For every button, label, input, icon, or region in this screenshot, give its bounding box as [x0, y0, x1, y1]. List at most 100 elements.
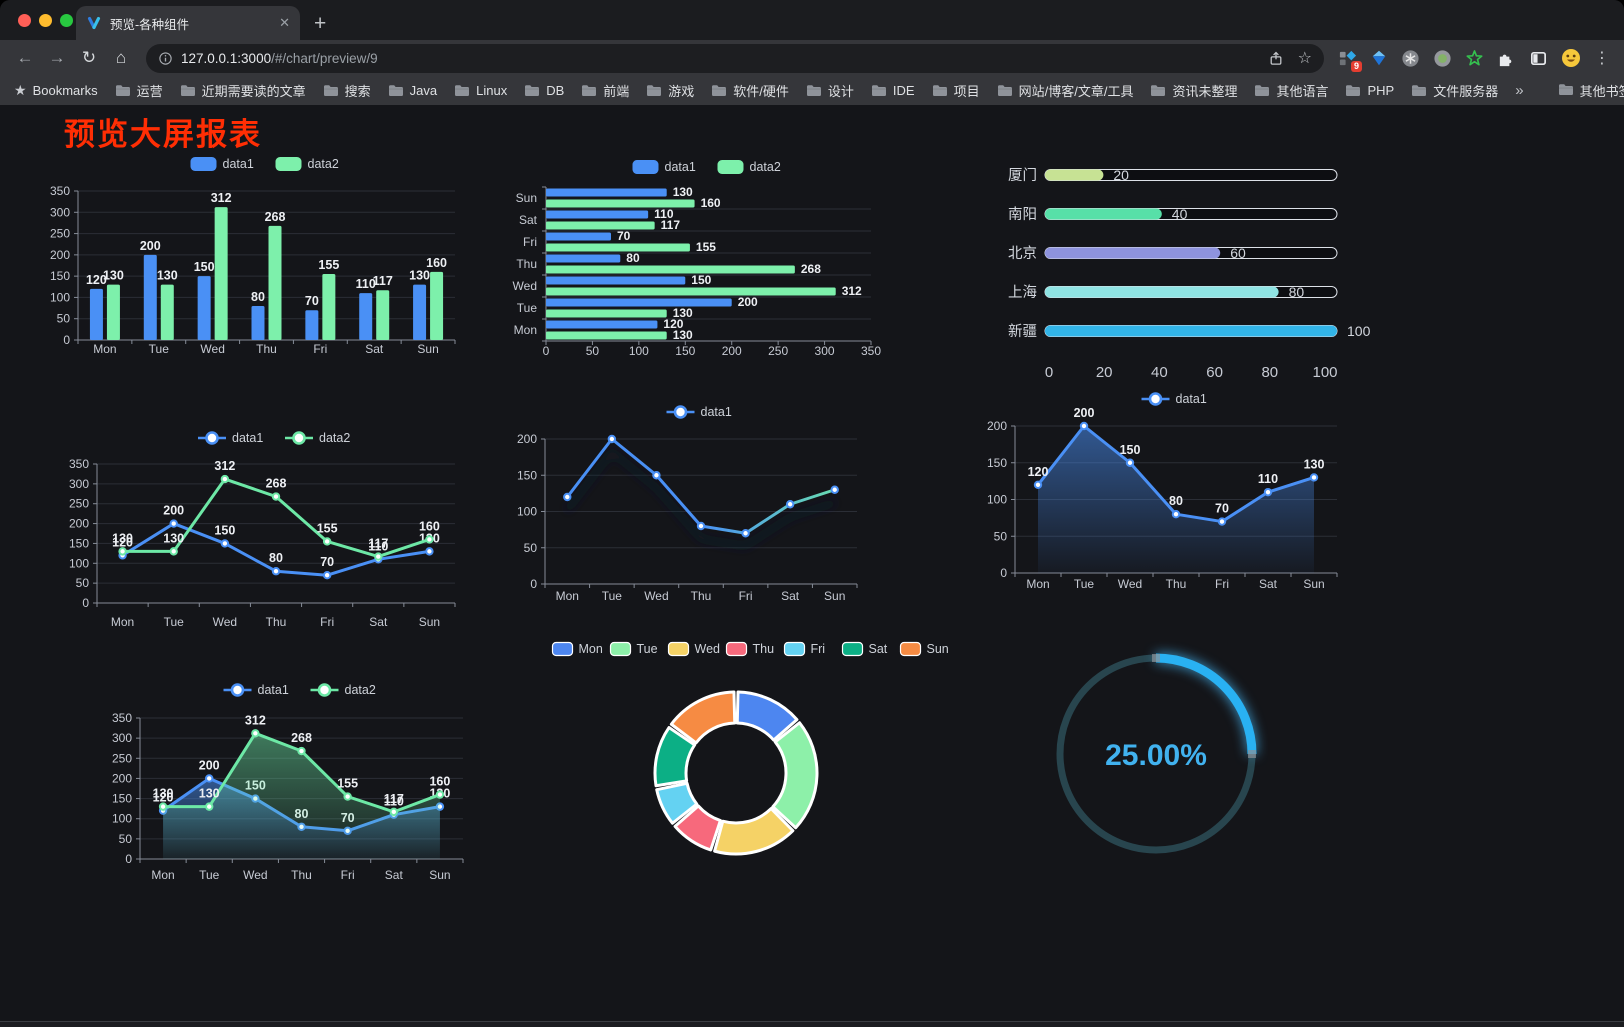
bookmark-label: 运营 [136, 84, 163, 99]
address-bar[interactable]: 127.0.0.1:3000/#/chart/preview/9 ☆ [146, 43, 1324, 73]
bar-chart-horizontal[interactable]: 0 50 100 150 200 250 300 350 Mon 120 130 Tue 200 130 W… [498, 149, 908, 425]
bookmark-folder[interactable]: Linux [454, 83, 507, 98]
bookmark-folder[interactable]: 近期需要读的文章 [180, 81, 306, 100]
bookmark-folder[interactable]: DB [524, 83, 564, 98]
bookmark-label: 软件/硬件 [733, 84, 789, 99]
svg-text:data1: data1 [1176, 392, 1207, 406]
bookmark-folder[interactable]: 搜索 [323, 81, 371, 100]
area-chart-two-series[interactable]: 0 50 100 150 200 250 300 350 Mon Tue Wed Thu Fri Sat S… [96, 677, 526, 997]
svg-text:Tue: Tue [164, 615, 185, 629]
svg-text:Fri: Fri [1215, 577, 1229, 591]
extension-green-star-icon[interactable] [1465, 49, 1484, 68]
extension-badge: 9 [1350, 60, 1362, 72]
svg-text:Thu: Thu [691, 589, 712, 603]
gauge-chart[interactable]: 25.00% [1046, 641, 1268, 867]
svg-text:Thu: Thu [753, 642, 775, 656]
bookmarks-overflow-chevron[interactable]: » [1515, 82, 1524, 99]
profile-avatar[interactable] [1561, 48, 1581, 68]
close-window-button[interactable] [18, 14, 31, 27]
site-info-icon[interactable] [158, 51, 173, 66]
folder-icon [455, 85, 470, 96]
svg-text:80: 80 [1169, 494, 1183, 508]
bookmark-label: 搜索 [344, 84, 371, 99]
bookmarks-root[interactable]: ★ Bookmarks [14, 82, 98, 99]
area-one-canvas: 0 50 100 150 200 Mon Tue Wed Thu Fri Sat Sun 120 200 1… [987, 392, 1338, 591]
svg-text:300: 300 [50, 205, 70, 219]
bookmark-folder[interactable]: 运营 [115, 81, 163, 100]
svg-text:150: 150 [987, 456, 1007, 470]
svg-text:厦门: 厦门 [1008, 167, 1037, 184]
bookmark-folder[interactable]: 文件服务器 [1411, 81, 1498, 100]
svg-text:350: 350 [69, 457, 89, 471]
bookmark-folder[interactable]: 前端 [581, 81, 629, 100]
svg-text:data1: data1 [223, 157, 254, 171]
svg-text:80: 80 [251, 290, 265, 304]
svg-text:350: 350 [112, 711, 132, 725]
svg-text:Tue: Tue [602, 589, 623, 603]
bookmark-folder[interactable]: 项目 [932, 81, 980, 100]
minimize-window-button[interactable] [39, 14, 52, 27]
bookmark-folder[interactable]: IDE [871, 83, 915, 98]
area-chart-single[interactable]: 0 50 100 150 200 Mon Tue Wed Thu Fri Sat Sun 120 200 1… [975, 385, 1395, 705]
folder-icon [1255, 85, 1270, 96]
svg-text:150: 150 [214, 523, 235, 537]
svg-text:250: 250 [768, 344, 788, 358]
bookmark-folder[interactable]: Java [388, 83, 437, 98]
svg-text:40: 40 [1151, 364, 1168, 381]
donut-chart[interactable]: Mon Tue Wed Thu Fri Sat Sun [540, 637, 960, 873]
bookmark-folder[interactable]: 网站/博客/文章/工具 [997, 81, 1133, 100]
share-icon[interactable] [1268, 50, 1284, 67]
svg-text:Sun: Sun [927, 642, 949, 656]
folder-icon [1346, 85, 1361, 96]
forward-button[interactable]: → [48, 48, 66, 67]
extension-record-icon[interactable] [1433, 49, 1452, 68]
extension-asterisk-icon[interactable] [1401, 49, 1420, 68]
home-button[interactable]: ⌂ [115, 48, 127, 67]
side-panel-icon[interactable] [1529, 49, 1548, 68]
progress-bars-chart[interactable]: 厦门 20 南阳 40 北京 60 上海 80 新疆 100 0 20 40 60 80 100 [975, 153, 1375, 443]
zoom-window-button[interactable] [60, 14, 73, 27]
svg-text:200: 200 [69, 517, 89, 531]
menu-kebab-icon[interactable]: ⋮ [1594, 50, 1610, 67]
svg-text:117: 117 [368, 537, 388, 551]
bookmark-label: 项目 [953, 84, 980, 99]
tab-close-icon[interactable]: ✕ [279, 15, 290, 30]
svg-text:200: 200 [163, 504, 184, 518]
svg-text:117: 117 [373, 274, 393, 288]
bookmark-folder[interactable]: 其他语言 [1254, 81, 1328, 100]
svg-text:117: 117 [384, 792, 404, 806]
new-tab-button[interactable]: + [314, 12, 327, 35]
svg-text:Mon: Mon [1026, 577, 1049, 591]
browser-tab[interactable]: 预览-各种组件 ✕ [76, 6, 300, 40]
svg-text:Tue: Tue [517, 301, 538, 315]
url-text[interactable]: 127.0.0.1:3000/#/chart/preview/9 [181, 51, 378, 66]
svg-text:Mon: Mon [556, 589, 579, 603]
svg-text:50: 50 [57, 312, 71, 326]
extension-gem-icon[interactable] [1370, 49, 1388, 67]
browser-toolbar: ← → ↻ ⌂ 127.0.0.1:3000/#/chart/preview/9… [0, 40, 1624, 76]
line-chart-gradient[interactable]: 0 50 100 150 200 Mon Tue Wed Thu Fri Sat Sun data1 [498, 397, 923, 719]
extension-grid-icon[interactable]: 9 [1338, 49, 1362, 72]
bookmark-folder[interactable]: PHP [1345, 83, 1394, 98]
svg-text:Sat: Sat [781, 589, 800, 603]
svg-text:268: 268 [266, 477, 287, 491]
bar-chart-vertical[interactable]: 0 50 100 150 200 250 300 350 Mon Tue Wed Thu Fri Sat S… [40, 143, 465, 425]
traffic-lights[interactable] [18, 14, 73, 27]
line-chart-two-series[interactable]: 0 50 100 150 200 250 300 350 Mon Tue Wed Thu Fri Sat S… [40, 423, 470, 745]
reload-button[interactable]: ↻ [81, 48, 97, 67]
bookmark-folder[interactable]: 游戏 [646, 81, 694, 100]
bookmark-folder[interactable]: 软件/硬件 [711, 81, 789, 100]
svg-text:data1: data1 [665, 160, 696, 174]
other-bookmarks-folder[interactable]: 其他书签 [1558, 81, 1624, 100]
bookmark-star-icon[interactable]: ☆ [1297, 50, 1312, 67]
line-gradient-canvas: 0 50 100 150 200 Mon Tue Wed Thu Fri Sat Sun data1 [517, 405, 858, 603]
bookmark-folder[interactable]: 设计 [806, 81, 854, 100]
bookmark-folder[interactable]: 资讯未整理 [1150, 81, 1237, 100]
folder-icon [323, 85, 338, 96]
back-button[interactable]: ← [16, 48, 34, 67]
svg-text:100: 100 [1312, 364, 1337, 381]
svg-text:60: 60 [1206, 364, 1223, 381]
extensions-puzzle-icon[interactable] [1497, 49, 1516, 68]
url-host: 127.0.0.1:3000 [181, 50, 272, 66]
svg-text:70: 70 [320, 555, 334, 569]
